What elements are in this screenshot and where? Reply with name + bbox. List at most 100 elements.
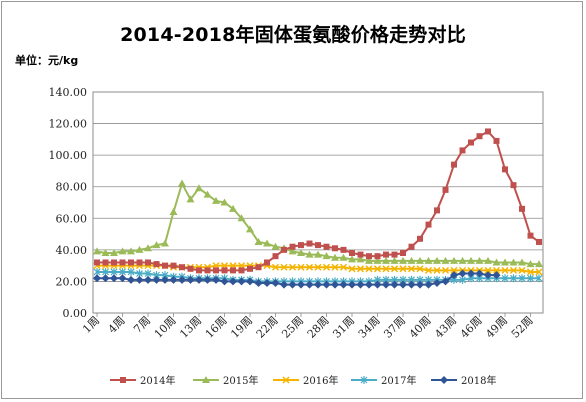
data-point bbox=[356, 265, 365, 273]
data-point bbox=[280, 263, 288, 271]
data-point bbox=[501, 274, 509, 283]
data-point bbox=[306, 240, 313, 247]
data-point bbox=[272, 253, 279, 260]
y-tick-label: 0.00 bbox=[63, 307, 88, 320]
data-point bbox=[230, 267, 236, 274]
data-point bbox=[246, 225, 254, 233]
data-point bbox=[195, 184, 203, 192]
data-point bbox=[484, 266, 492, 274]
data-point bbox=[331, 280, 339, 289]
data-point bbox=[288, 263, 297, 271]
data-point bbox=[442, 186, 449, 193]
data-point bbox=[365, 256, 373, 264]
data-point bbox=[178, 179, 186, 187]
x-tick-label: 40周 bbox=[407, 314, 434, 341]
data-point bbox=[339, 253, 348, 261]
data-point bbox=[101, 249, 110, 257]
data-point bbox=[476, 133, 483, 140]
data-point bbox=[264, 259, 270, 266]
data-point bbox=[366, 253, 372, 260]
data-point bbox=[348, 280, 356, 289]
data-point bbox=[254, 237, 263, 245]
data-point bbox=[314, 250, 322, 258]
data-point bbox=[526, 268, 535, 276]
legend-swatch-marker bbox=[120, 377, 126, 383]
data-point bbox=[484, 271, 492, 280]
data-point bbox=[382, 256, 390, 264]
x-tick-label: 19周 bbox=[228, 314, 255, 341]
data-point bbox=[475, 269, 484, 278]
data-point bbox=[492, 258, 501, 266]
data-point bbox=[467, 269, 475, 278]
data-point bbox=[305, 280, 314, 289]
data-point bbox=[407, 280, 416, 289]
data-point bbox=[382, 280, 390, 289]
data-point bbox=[289, 243, 296, 250]
data-point bbox=[281, 246, 287, 253]
data-point bbox=[203, 275, 212, 284]
data-point bbox=[187, 265, 194, 272]
data-point bbox=[365, 280, 373, 289]
data-point bbox=[485, 128, 491, 135]
data-point bbox=[399, 256, 407, 264]
data-point bbox=[399, 280, 407, 289]
data-point bbox=[135, 245, 144, 253]
data-point bbox=[458, 269, 467, 278]
data-point bbox=[390, 280, 399, 289]
data-point bbox=[390, 256, 399, 264]
unit-label: 单位：元/kg bbox=[15, 54, 79, 67]
data-point bbox=[357, 251, 364, 258]
data-point bbox=[527, 274, 534, 283]
data-point bbox=[416, 265, 424, 273]
data-point bbox=[178, 275, 186, 284]
x-tick-label: 10周 bbox=[152, 314, 179, 341]
data-point bbox=[535, 274, 543, 283]
data-point bbox=[271, 279, 280, 288]
data-point bbox=[169, 275, 178, 284]
data-point bbox=[322, 280, 331, 289]
data-point bbox=[102, 259, 109, 266]
data-point bbox=[135, 275, 144, 284]
data-point bbox=[373, 280, 382, 289]
data-point bbox=[468, 139, 474, 146]
data-point bbox=[441, 256, 450, 264]
x-tick-label: 43周 bbox=[432, 314, 459, 341]
x-tick-label: 7周 bbox=[131, 314, 153, 336]
data-point bbox=[297, 263, 305, 271]
legend-swatch-marker bbox=[360, 376, 368, 384]
data-point bbox=[247, 265, 253, 272]
data-point bbox=[408, 243, 415, 250]
x-tick-label: 34周 bbox=[356, 314, 383, 341]
data-point bbox=[450, 256, 458, 264]
data-point bbox=[263, 239, 271, 247]
data-point bbox=[441, 277, 450, 286]
data-point bbox=[169, 207, 178, 215]
data-point bbox=[501, 258, 509, 266]
data-point bbox=[93, 274, 101, 283]
chart-title: 2014-2018年固体蛋氨酸价格走势对比 bbox=[120, 24, 466, 46]
y-tick-label: 80.00 bbox=[56, 181, 88, 194]
legend-swatch-marker bbox=[202, 376, 210, 383]
data-point bbox=[332, 245, 338, 252]
data-point bbox=[119, 259, 126, 266]
data-point bbox=[526, 260, 535, 268]
data-point bbox=[314, 280, 322, 289]
data-point bbox=[152, 241, 161, 249]
data-point bbox=[144, 244, 152, 252]
data-point bbox=[475, 256, 484, 264]
data-point bbox=[170, 262, 177, 269]
data-point bbox=[417, 235, 423, 242]
data-point bbox=[383, 251, 389, 258]
data-point bbox=[128, 259, 134, 266]
data-point bbox=[458, 256, 467, 264]
x-tick-label: 22周 bbox=[254, 314, 281, 341]
data-point bbox=[416, 256, 424, 264]
data-point bbox=[94, 259, 100, 266]
data-point bbox=[93, 247, 101, 255]
data-point bbox=[161, 275, 169, 284]
x-tick-label: 16周 bbox=[203, 314, 230, 341]
data-point bbox=[263, 279, 271, 288]
x-tick-label: 52周 bbox=[509, 314, 536, 341]
data-point bbox=[493, 137, 500, 144]
data-point bbox=[127, 275, 135, 284]
